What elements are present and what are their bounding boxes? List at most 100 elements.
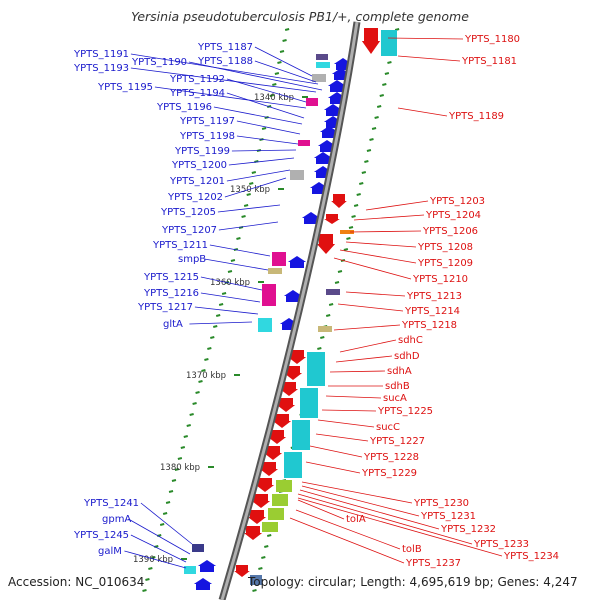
gene-label-ypts-1207: YPTS_1207 bbox=[161, 225, 217, 236]
tick-mark bbox=[376, 105, 382, 108]
gene-label-ypts-1194: YPTS_1194 bbox=[169, 88, 225, 99]
tick-mark bbox=[241, 215, 246, 218]
tick-mark bbox=[346, 237, 351, 240]
gene-block bbox=[258, 318, 272, 332]
leader-line bbox=[130, 67, 317, 93]
gene-label-ypts-1241: YPTS_1241 bbox=[83, 498, 139, 509]
gene-arrow bbox=[287, 256, 307, 268]
tick-mark bbox=[195, 391, 200, 394]
tick-mark bbox=[359, 182, 364, 185]
gene-label-gpma: gpmA bbox=[102, 514, 131, 525]
gene-block bbox=[318, 326, 332, 332]
gene-label-sdha: sdhA bbox=[387, 366, 412, 377]
gene-label-ypts-1215: YPTS_1215 bbox=[143, 272, 199, 283]
gene-label-ypts-1197: YPTS_1197 bbox=[179, 116, 235, 127]
gene-block bbox=[184, 566, 196, 574]
leader-line bbox=[218, 221, 279, 231]
tick-mark bbox=[343, 248, 349, 251]
tick-mark bbox=[251, 171, 257, 174]
tick-mark bbox=[162, 512, 168, 515]
gene-block bbox=[340, 230, 354, 234]
leader-line bbox=[189, 321, 253, 325]
leader-line bbox=[297, 497, 503, 557]
leader-line bbox=[333, 257, 412, 280]
gene-arrow bbox=[313, 152, 333, 164]
gene-block bbox=[307, 352, 325, 386]
leader-line bbox=[339, 249, 417, 264]
gene-arrow bbox=[247, 510, 267, 524]
gene-arrow bbox=[323, 104, 343, 116]
tick-mark bbox=[394, 28, 400, 31]
leader-line bbox=[339, 339, 397, 353]
gene-block bbox=[272, 494, 288, 506]
leader-line bbox=[124, 550, 187, 569]
tick-mark bbox=[168, 490, 174, 493]
gene-arrow bbox=[287, 350, 307, 364]
map-title: Yersinia pseudotuberculosis PB1/+, compl… bbox=[131, 9, 469, 24]
gene-label-ypts-1193: YPTS_1193 bbox=[73, 63, 129, 74]
leader-line bbox=[309, 445, 363, 458]
gene-label-ypts-1210: YPTS_1210 bbox=[412, 274, 468, 285]
leader-line bbox=[254, 60, 317, 83]
gene-block bbox=[192, 544, 204, 552]
tick-mark bbox=[364, 160, 369, 163]
gene-label-ypts-1217: YPTS_1217 bbox=[137, 302, 193, 313]
leader-line bbox=[299, 489, 440, 530]
gene-label-sdhb: sdhB bbox=[385, 381, 410, 392]
leader-line bbox=[194, 306, 259, 315]
leader-line bbox=[154, 86, 307, 109]
gene-arrow bbox=[316, 234, 336, 254]
gene-label-ypts-1203: YPTS_1203 bbox=[429, 196, 485, 207]
leader-line bbox=[236, 135, 299, 145]
tick-mark bbox=[382, 83, 387, 86]
tick-mark bbox=[243, 204, 249, 207]
gene-label-ypts-1208: YPTS_1208 bbox=[417, 242, 473, 253]
tick-mark bbox=[269, 94, 275, 97]
leader-line bbox=[315, 433, 369, 442]
leader-line bbox=[321, 409, 377, 412]
gene-label-ypts-1216: YPTS_1216 bbox=[143, 288, 199, 299]
leader-line bbox=[397, 55, 461, 62]
gene-label-tola: tolA bbox=[346, 514, 366, 525]
gene-arrow bbox=[276, 398, 296, 412]
tick-mark bbox=[361, 171, 367, 174]
backbone-group bbox=[218, 21, 361, 600]
tick-mark bbox=[207, 347, 212, 350]
tick-mark bbox=[171, 479, 177, 482]
leader-line bbox=[349, 230, 422, 233]
tick-mark bbox=[325, 314, 331, 317]
tick-mark bbox=[252, 589, 257, 592]
gene-label-ypts-1227: YPTS_1227 bbox=[369, 436, 425, 447]
gene-label-ypts-1237: YPTS_1237 bbox=[405, 558, 461, 569]
gene-block bbox=[300, 388, 318, 418]
gene-block bbox=[292, 420, 310, 450]
gene-label-ypts-1200: YPTS_1200 bbox=[171, 160, 227, 171]
tick-mark bbox=[192, 402, 197, 405]
gene-label-ypts-1198: YPTS_1198 bbox=[179, 131, 235, 142]
tick-mark bbox=[387, 61, 392, 64]
leader-line bbox=[140, 502, 193, 545]
tick-mark bbox=[221, 292, 227, 295]
tick-mark bbox=[246, 193, 251, 196]
gene-arrow bbox=[331, 194, 347, 208]
gene-label-ypts-1214: YPTS_1214 bbox=[404, 306, 460, 317]
tick-mark bbox=[261, 127, 267, 130]
tick-mark bbox=[369, 138, 374, 141]
gene-block bbox=[284, 452, 302, 478]
tick-mark bbox=[337, 270, 343, 273]
kbp-label: 1390 kbp bbox=[133, 555, 173, 565]
topology-text: Topology: circular; Length: 4,695,619 bp… bbox=[248, 575, 578, 589]
tick-mark bbox=[218, 303, 224, 306]
gene-label-ypts-1199: YPTS_1199 bbox=[174, 146, 230, 157]
gene-arrow bbox=[272, 414, 292, 428]
leader-line bbox=[353, 214, 425, 221]
leader-line bbox=[289, 517, 405, 564]
gene-label-ypts-1233: YPTS_1233 bbox=[473, 539, 529, 550]
kbp-label: 1370 kbp bbox=[186, 371, 226, 381]
gene-arrow bbox=[259, 462, 279, 476]
leader-line bbox=[365, 200, 429, 211]
tick-mark bbox=[284, 28, 290, 31]
gene-arrow bbox=[243, 526, 263, 540]
gene-label-ypts-1202: YPTS_1202 bbox=[167, 192, 223, 203]
